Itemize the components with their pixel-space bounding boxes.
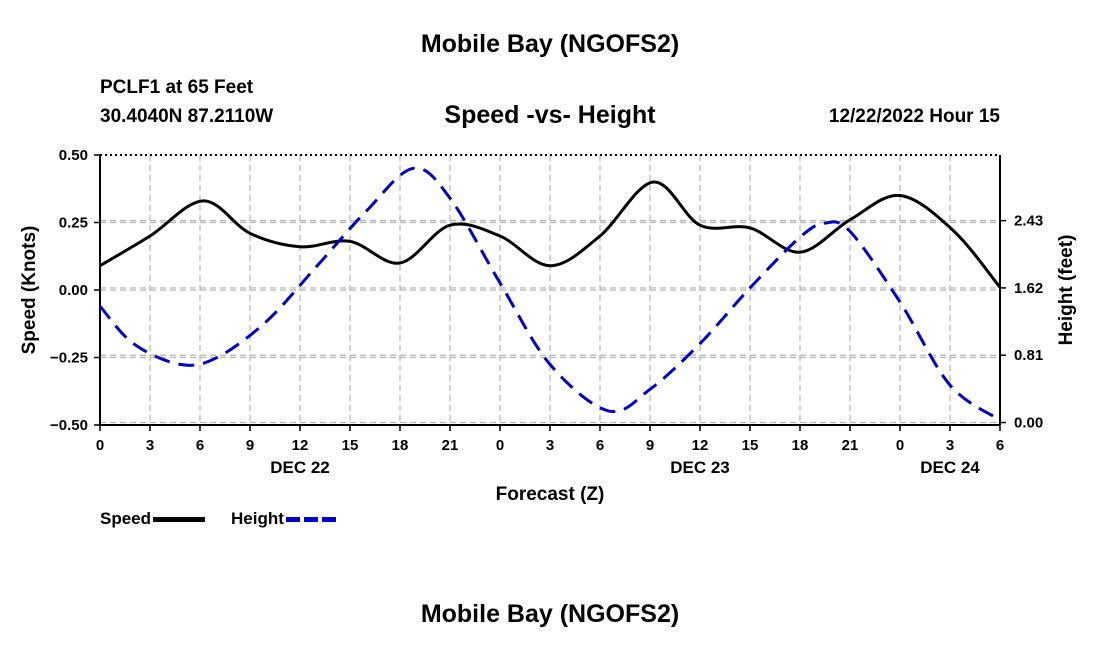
x-tick-label: 9 <box>646 437 654 454</box>
x-date-label: DEC 23 <box>670 458 730 477</box>
forecast-datetime: 12/22/2022 Hour 15 <box>828 106 1000 127</box>
station-label: PCLF1 at 65 Feet <box>100 77 254 98</box>
x-tick-label: 3 <box>946 437 954 454</box>
legend-height-swatch <box>285 516 338 522</box>
y2-tick-label: 1.62 <box>1014 280 1043 297</box>
x-tick-label: 0 <box>96 437 104 454</box>
x-tick-label: 15 <box>342 437 359 454</box>
x-tick-label: 12 <box>292 437 309 454</box>
x-tick-label: 3 <box>546 437 554 454</box>
legend-speed: Speed <box>100 509 206 529</box>
y-tick-label: −0.50 <box>50 417 88 434</box>
x-tick-label: 0 <box>496 437 504 454</box>
y-axis-title: Speed (Knots) <box>19 226 40 355</box>
y2-tick-label: 0.00 <box>1014 415 1043 432</box>
y-tick-label: −0.25 <box>50 350 88 367</box>
x-date-label: DEC 22 <box>270 458 330 477</box>
y2-tick-label: 2.43 <box>1014 213 1043 230</box>
footer-title: Mobile Bay (NGOFS2) <box>420 600 680 628</box>
x-date-label: DEC 24 <box>920 458 980 477</box>
series <box>98 166 1002 422</box>
x-tick-label: 6 <box>996 437 1004 454</box>
y2-tick-label: 0.81 <box>1014 347 1043 364</box>
series-line-speed <box>99 180 1002 289</box>
x-tick-label: 6 <box>196 437 204 454</box>
chart-subtitle: Speed -vs- Height <box>444 101 656 129</box>
x-tick-label: 18 <box>392 437 409 454</box>
series-line-height <box>98 166 1001 422</box>
y-tick-label: 0.50 <box>59 147 88 164</box>
x-tick-label: 15 <box>742 437 759 454</box>
legend-speed-label: Speed <box>100 509 152 528</box>
chart-title: Mobile Bay (NGOFS2) <box>420 30 680 58</box>
y-tick-label: 0.25 <box>59 215 88 232</box>
x-tick-label: 6 <box>596 437 604 454</box>
x-tick-label: 21 <box>842 437 859 454</box>
legend-height-label: Height <box>231 509 284 528</box>
x-axis-title: Forecast (Z) <box>496 484 605 505</box>
x-tick-label: 12 <box>692 437 709 454</box>
x-tick-label: 9 <box>246 437 254 454</box>
x-tick-label: 3 <box>146 437 154 454</box>
axis-labels: 0 3 6 9 12 15 18 21 0 3 6 9 12 15 18 21 0 3 6 DEC 22 DEC 23 D… <box>19 147 1077 505</box>
x-tick-label: 21 <box>442 437 459 454</box>
y-tick-label: 0.00 <box>59 282 88 299</box>
axes <box>94 154 1006 431</box>
legend-height: Height <box>231 509 338 529</box>
x-tick-label: 0 <box>896 437 904 454</box>
x-tick-label: 18 <box>792 437 809 454</box>
grid <box>100 155 1000 425</box>
legend-speed-swatch <box>153 516 206 522</box>
y2-axis-title: Height (feet) <box>1056 235 1077 346</box>
coordinates-label: 30.4040N 87.2110W <box>100 106 274 127</box>
